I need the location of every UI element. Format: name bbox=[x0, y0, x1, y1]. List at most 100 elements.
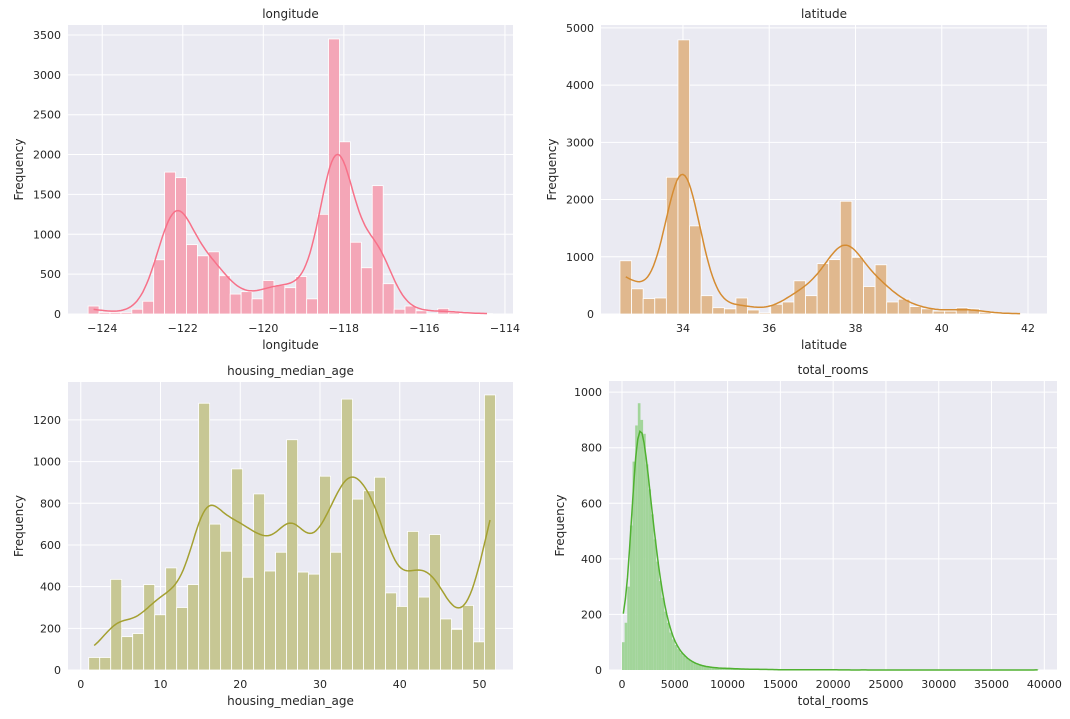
histogram-bar bbox=[154, 260, 165, 314]
histogram-bar bbox=[675, 645, 678, 670]
histogram-bar bbox=[265, 571, 276, 670]
y-tick-label: 0 bbox=[54, 664, 61, 677]
histogram-bar bbox=[364, 491, 375, 670]
histogram-bar bbox=[794, 281, 806, 314]
histogram-bar bbox=[132, 309, 143, 314]
histogram-bar bbox=[99, 312, 110, 314]
subplot-title: longitude bbox=[262, 7, 319, 21]
histogram-bar bbox=[285, 288, 296, 314]
histogram-bar bbox=[386, 593, 397, 670]
histogram-bar bbox=[318, 214, 329, 314]
histogram-bar bbox=[408, 531, 419, 670]
y-tick-label: 800 bbox=[581, 442, 602, 455]
x-axis-label: longitude bbox=[262, 338, 319, 352]
histogram-bar bbox=[100, 657, 111, 670]
histogram-bar bbox=[276, 552, 287, 670]
y-tick-label: 200 bbox=[40, 622, 61, 635]
y-tick-label: 2500 bbox=[33, 109, 61, 122]
subplot-title: housing_median_age bbox=[227, 364, 354, 378]
x-tick-label: 10 bbox=[154, 678, 168, 691]
histogram-bar bbox=[748, 310, 760, 314]
histogram-bar bbox=[296, 277, 307, 314]
histogram-bar bbox=[638, 403, 641, 670]
histogram-bar bbox=[440, 619, 451, 670]
histogram-bar bbox=[307, 299, 318, 314]
y-tick-label: 2000 bbox=[33, 149, 61, 162]
x-tick-label: 38 bbox=[848, 322, 862, 335]
histogram-bar bbox=[655, 298, 667, 314]
histogram-bar bbox=[155, 615, 166, 670]
x-tick-label: 0 bbox=[618, 678, 625, 691]
x-tick-label: 35000 bbox=[974, 678, 1009, 691]
histogram-bar bbox=[864, 287, 876, 314]
x-tick-label: −116 bbox=[409, 322, 439, 335]
x-tick-label: 40000 bbox=[1027, 678, 1062, 691]
x-axis-label: total_rooms bbox=[798, 694, 869, 708]
histogram-bar bbox=[806, 296, 818, 314]
histogram-bar bbox=[254, 494, 265, 670]
x-tick-label: 0 bbox=[77, 678, 84, 691]
histogram-bar bbox=[625, 623, 628, 670]
x-tick-label: 5000 bbox=[661, 678, 689, 691]
x-tick-label: 20 bbox=[233, 678, 247, 691]
x-tick-label: 34 bbox=[676, 322, 690, 335]
histogram-bar bbox=[648, 489, 651, 670]
y-tick-label: 5000 bbox=[566, 22, 594, 35]
histogram-bar bbox=[690, 226, 702, 314]
histogram-bar bbox=[620, 261, 632, 314]
histogram-bar bbox=[724, 309, 736, 314]
histogram-bar bbox=[375, 477, 386, 670]
histogram-bar bbox=[405, 306, 416, 314]
histogram-bar bbox=[199, 403, 210, 670]
y-tick-label: 1000 bbox=[574, 386, 602, 399]
histogram-bar bbox=[662, 598, 665, 670]
histogram-bar bbox=[339, 142, 350, 314]
x-axis-label: housing_median_age bbox=[227, 694, 354, 708]
y-axis-label: Frequency bbox=[553, 495, 567, 557]
histogram-bar bbox=[693, 663, 696, 670]
histogram-bar bbox=[331, 552, 342, 670]
y-tick-label: 0 bbox=[595, 664, 602, 677]
x-tick-label: 15000 bbox=[763, 678, 798, 691]
histogram-bar bbox=[188, 585, 199, 670]
y-tick-label: 2000 bbox=[566, 194, 594, 207]
histogram-bar bbox=[133, 634, 144, 670]
x-tick-label: 42 bbox=[1021, 322, 1035, 335]
histogram-bar bbox=[252, 299, 263, 314]
y-tick-label: 1000 bbox=[33, 228, 61, 241]
subplot-title: latitude bbox=[801, 7, 847, 21]
histogram-bar bbox=[342, 399, 353, 670]
histogram-bar bbox=[829, 260, 841, 314]
histogram-bar bbox=[230, 294, 241, 314]
histogram-bar bbox=[462, 605, 473, 670]
histogram-bar bbox=[353, 499, 364, 670]
histogram-bar bbox=[759, 313, 771, 314]
y-tick-label: 600 bbox=[581, 497, 602, 510]
histogram-bar bbox=[430, 535, 441, 670]
histogram-bar bbox=[397, 606, 408, 670]
y-tick-label: 1500 bbox=[33, 188, 61, 201]
y-tick-label: 600 bbox=[40, 539, 61, 552]
y-tick-label: 3000 bbox=[566, 136, 594, 149]
x-tick-label: 40 bbox=[935, 322, 949, 335]
histogram-bar bbox=[143, 301, 154, 314]
histogram-bar bbox=[622, 642, 625, 670]
histogram-bar bbox=[329, 39, 340, 314]
y-axis-label: Frequency bbox=[545, 139, 559, 201]
histogram-bar bbox=[473, 642, 484, 670]
histogram-bar bbox=[165, 172, 176, 314]
histogram-bar bbox=[632, 289, 644, 314]
x-tick-label: −118 bbox=[329, 322, 359, 335]
x-tick-label: 10000 bbox=[710, 678, 745, 691]
histogram-bar bbox=[701, 296, 713, 314]
y-tick-label: 400 bbox=[40, 581, 61, 594]
histogram-bar bbox=[383, 284, 394, 314]
histogram-bar bbox=[221, 551, 232, 670]
histogram-bar bbox=[451, 629, 462, 670]
histogram-bar bbox=[210, 524, 221, 670]
histogram-bar bbox=[110, 312, 121, 314]
